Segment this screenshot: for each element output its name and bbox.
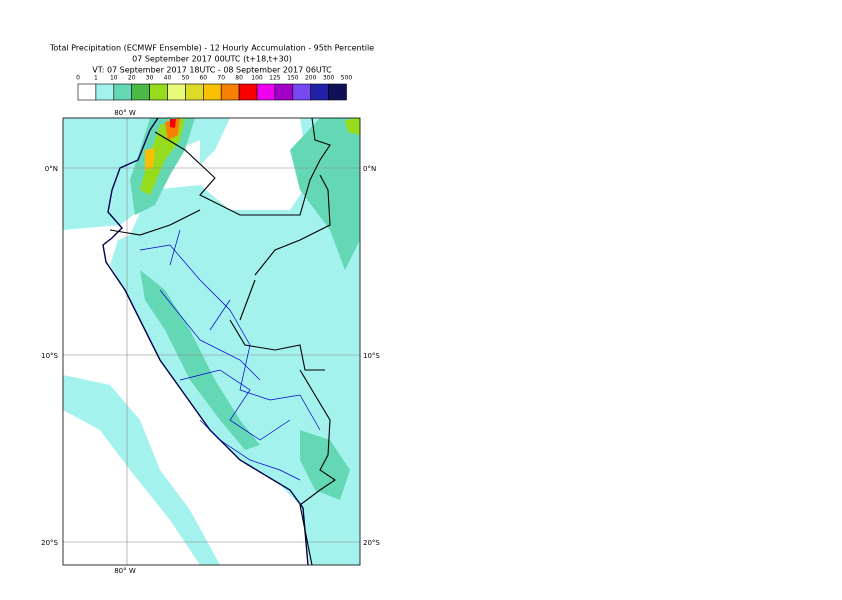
colorbar-box [131,83,150,101]
lon-label: 80° W [114,567,136,575]
lon-label: 80° W [114,109,136,117]
precip-area [140,270,260,450]
colorbar-box [167,83,186,101]
colorbar-box [328,83,347,101]
colorbar-label: 0 [76,75,80,82]
title-line: 07 September 2017 00UTC (t+18,t+30) [132,55,292,64]
colorbar-label: 100 [251,75,263,82]
precip-area [140,118,185,195]
precip-area [170,119,176,128]
colorbar-label: 300 [323,75,335,82]
colorbar-label: 60 [199,75,207,82]
colorbar-label: 80 [235,75,243,82]
precip-area [345,118,360,135]
colorbar: 0 1 10 20 30 40 50 60 70 80 100 125 150 200 300 500 [76,75,352,101]
colorbar-box [220,83,240,101]
graticule [63,118,360,565]
colorbar-box [203,83,222,101]
lat-label: 0°N [363,165,376,173]
map [63,118,360,565]
precip-area [300,430,350,500]
colorbar-label: 40 [164,75,172,82]
precip-area [200,118,230,165]
title-line: Total Precipitation (ECMWF Ensemble) - 1… [49,44,374,53]
precip-area [110,118,360,565]
title-line: VT: 07 September 2017 18UTC - 08 Septemb… [92,66,332,75]
colorbar-label: 50 [182,75,190,82]
colorbar-box [149,83,168,101]
colorbar-label: 70 [217,75,225,82]
coastline [102,118,309,565]
lat-label: 10°S [41,352,58,360]
region-border [139,229,321,481]
lat-label: 20°S [363,539,380,547]
precip-area [63,375,220,565]
precip-area [145,148,155,170]
map-frame [62,117,361,566]
lat-label: 0°N [45,165,58,173]
colorbar-label: 150 [287,75,299,82]
colorbar-label: 125 [269,75,281,82]
lat-label: 10°S [363,352,380,360]
colorbar-box [113,83,133,101]
colorbar-box [95,83,115,101]
colorbar-box [310,83,329,101]
country-border [109,118,336,565]
colorbar-box [77,83,97,101]
colorbar-label: 200 [305,75,317,82]
colorbar-box [238,83,258,101]
colorbar-label: 10 [110,75,118,82]
lat-label: 20°S [41,539,58,547]
colorbar-label: 500 [341,75,353,82]
colorbar-box [274,83,294,101]
precip-area [290,118,360,270]
precip-area [165,118,180,140]
colorbar-label: 1 [94,75,98,82]
colorbar-label: 30 [146,75,154,82]
colorbar-label: 20 [128,75,136,82]
colorbar-box [185,83,204,101]
colorbar-box [292,83,311,101]
colorbar-box [256,83,276,101]
